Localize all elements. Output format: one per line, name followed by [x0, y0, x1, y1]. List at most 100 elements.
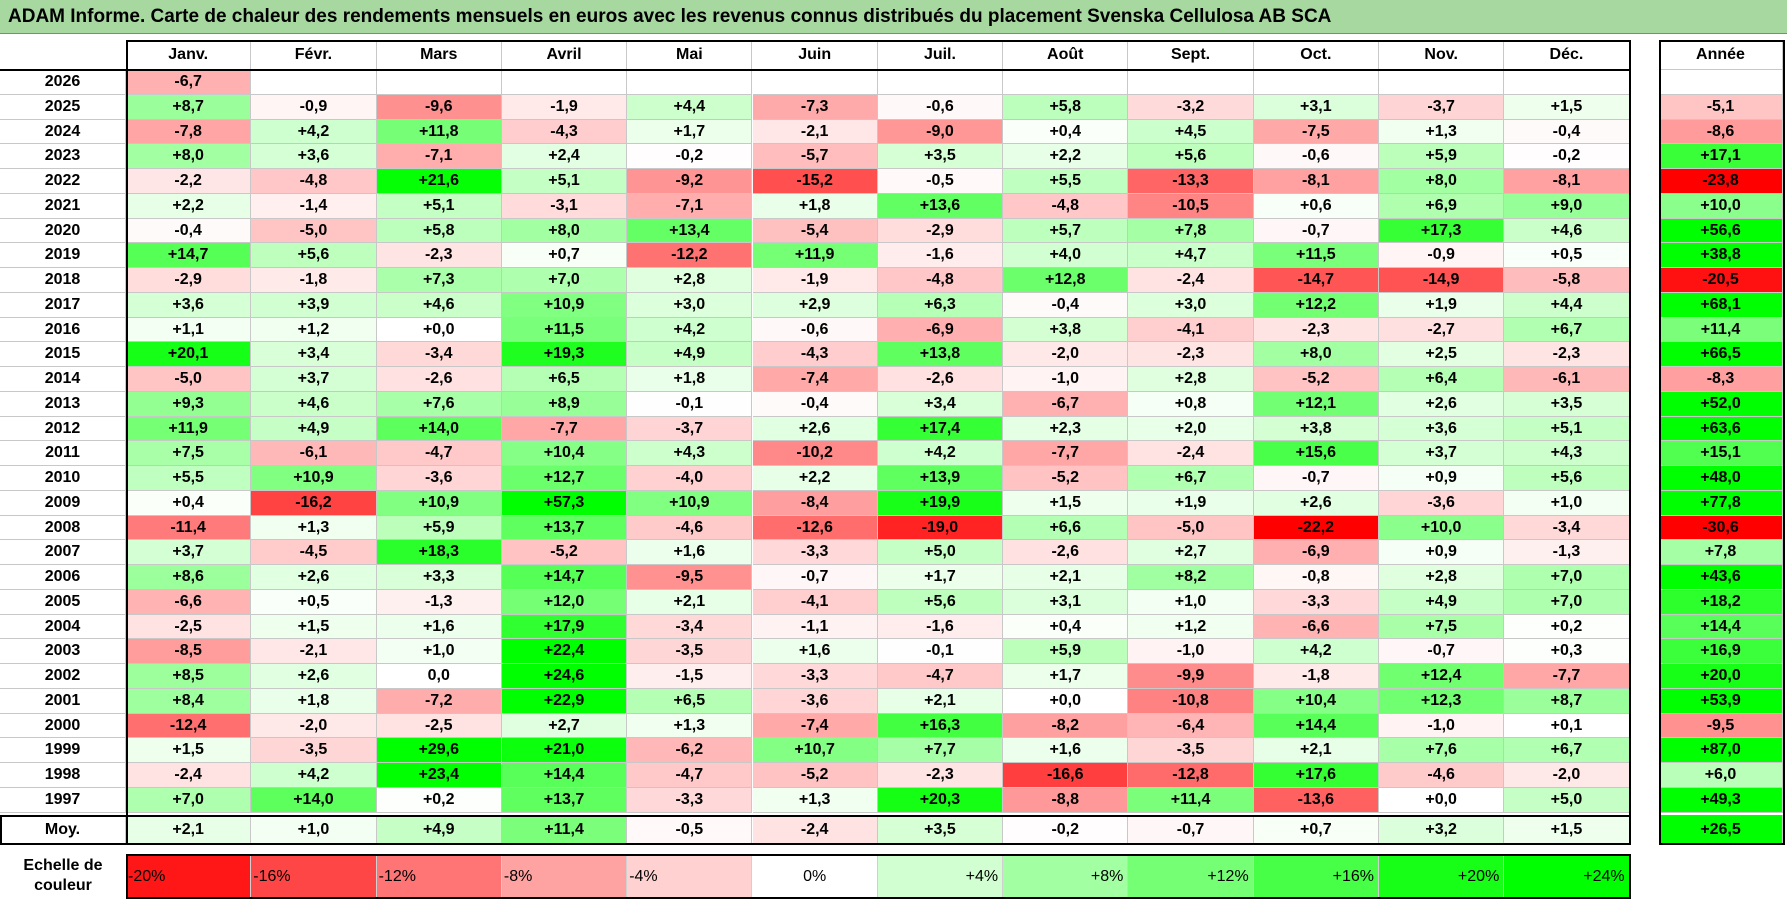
heatmap-cell: -1,9 [752, 268, 878, 293]
heatmap-cell: +12,4 [1379, 664, 1505, 689]
color-scale-step: +12% [1128, 854, 1254, 899]
heatmap-cell: -3,2 [1128, 94, 1254, 120]
heatmap-cell [376, 70, 502, 95]
heatmap-cell: -6,9 [877, 317, 1004, 343]
year-label: 2008 [0, 515, 126, 541]
heatmap-cell: -2,3 [1253, 317, 1379, 343]
year-label: 2018 [0, 268, 126, 293]
heatmap-cell: -0,7 [1253, 218, 1379, 244]
heatmap-cell: +3,4 [251, 342, 377, 367]
heatmap-cell: -8,4 [752, 490, 878, 516]
month-header: Oct. [1253, 40, 1379, 70]
heatmap-cell: -4,6 [1379, 763, 1505, 788]
heatmap-cell: +1,2 [1128, 614, 1254, 640]
average-cell: +3,2 [1379, 815, 1505, 845]
heatmap-cell: +2,6 [251, 664, 377, 689]
month-header: Sept. [1128, 40, 1254, 70]
year-label: 2014 [0, 367, 126, 392]
year-label: 2019 [0, 243, 126, 268]
annual-cell: +52,0 [1659, 391, 1783, 417]
heatmap-cell: -2,3 [1128, 342, 1254, 367]
heatmap-cell: -2,3 [877, 763, 1004, 788]
heatmap-cell: +1,6 [376, 614, 502, 640]
heatmap-cell: -7,1 [627, 193, 753, 219]
heatmap-cell: +3,1 [1253, 94, 1379, 120]
heatmap-cell [752, 70, 878, 95]
heatmap-cell: +29,6 [376, 738, 502, 763]
year-label: 2023 [0, 144, 126, 169]
heatmap-cell: -0,7 [1379, 639, 1505, 664]
heatmap-cell: +2,7 [501, 713, 628, 739]
year-label: 2021 [0, 193, 126, 219]
heatmap-cell: +4,0 [1003, 243, 1129, 268]
year-label: 2016 [0, 317, 126, 343]
heatmap-cell: +6,7 [1128, 466, 1254, 491]
year-label: 2000 [0, 713, 126, 739]
heatmap-cell: +11,5 [501, 317, 628, 343]
heatmap-cell: +4,2 [251, 119, 377, 145]
year-label: 2003 [0, 639, 126, 664]
heatmap-cell: +12,8 [1003, 268, 1129, 293]
annual-cell: +6,0 [1659, 763, 1783, 788]
heatmap-cell: +1,6 [627, 540, 753, 565]
heatmap-cell: -2,6 [877, 367, 1004, 392]
heatmap-cell: +10,4 [501, 441, 628, 466]
heatmap-cell: -1,6 [877, 614, 1004, 640]
color-scale-step: +20% [1379, 854, 1505, 899]
heatmap-cell: +2,1 [627, 589, 753, 615]
heatmap-cell: +1,3 [752, 787, 878, 813]
heatmap-cell: +5,6 [1504, 466, 1630, 491]
heatmap-cell: +1,0 [376, 639, 502, 664]
heatmap-cell: +0,9 [1379, 466, 1505, 491]
heatmap-cell: +13,7 [501, 787, 628, 813]
average-cell: -0,5 [627, 815, 753, 845]
heatmap-cell: +0,2 [376, 787, 502, 813]
year-label: 2025 [0, 94, 126, 120]
heatmap-cell: -1,0 [1379, 713, 1505, 739]
annual-cell: -8,3 [1659, 367, 1783, 392]
year-label: 2012 [0, 416, 126, 442]
annual-cell: +15,1 [1659, 441, 1783, 466]
heatmap-cell: +2,4 [501, 144, 628, 169]
month-header: Mai [627, 40, 753, 70]
heatmap-cell: +0,4 [1003, 119, 1129, 145]
heatmap-cell: -11,4 [126, 515, 252, 541]
heatmap-cell: +13,4 [627, 218, 753, 244]
heatmap-cell: +0,5 [251, 589, 377, 615]
heatmap-cell: +3,6 [126, 292, 252, 318]
annual-cell: +53,9 [1659, 688, 1783, 714]
heatmap-cell [251, 70, 377, 95]
heatmap-cell: -10,8 [1128, 688, 1254, 714]
heatmap-cell: -0,4 [1504, 119, 1630, 145]
heatmap-cell: +4,9 [627, 342, 753, 367]
average-annual-cell: +26,5 [1659, 815, 1783, 845]
heatmap-cell: -1,0 [1128, 639, 1254, 664]
heatmap-cell: +0,9 [1379, 540, 1505, 565]
heatmap-cell [1003, 70, 1129, 95]
heatmap-cell: -4,1 [752, 589, 878, 615]
heatmap-cell: +0,3 [1504, 639, 1630, 664]
heatmap-cell: +7,8 [1128, 218, 1254, 244]
color-scale-step: -12% [376, 854, 502, 899]
average-cell: +4,9 [376, 815, 502, 845]
heatmap-cell: +5,5 [1003, 169, 1129, 194]
year-label: 1998 [0, 763, 126, 788]
annual-cell: +20,0 [1659, 664, 1783, 689]
heatmap-cell: -6,1 [251, 441, 377, 466]
heatmap-cell: +14,0 [376, 416, 502, 442]
heatmap-cell: -8,2 [1003, 713, 1129, 739]
heatmap-cell: +13,8 [877, 342, 1004, 367]
heatmap-cell: -9,2 [627, 169, 753, 194]
heatmap-cell: +7,0 [126, 787, 252, 813]
heatmap-cell: +11,8 [376, 119, 502, 145]
heatmap-cell: +0,8 [1128, 391, 1254, 417]
year-label: 2009 [0, 490, 126, 516]
heatmap-cell: -6,6 [126, 589, 252, 615]
heatmap-cell: +19,3 [501, 342, 628, 367]
heatmap-cell: -3,4 [376, 342, 502, 367]
heatmap-cell: -0,4 [126, 218, 252, 244]
heatmap-cell: +5,9 [376, 515, 502, 541]
heatmap-cell: -6,4 [1128, 713, 1254, 739]
heatmap-cell: -5,2 [501, 540, 628, 565]
heatmap-cell: +0,4 [1003, 614, 1129, 640]
